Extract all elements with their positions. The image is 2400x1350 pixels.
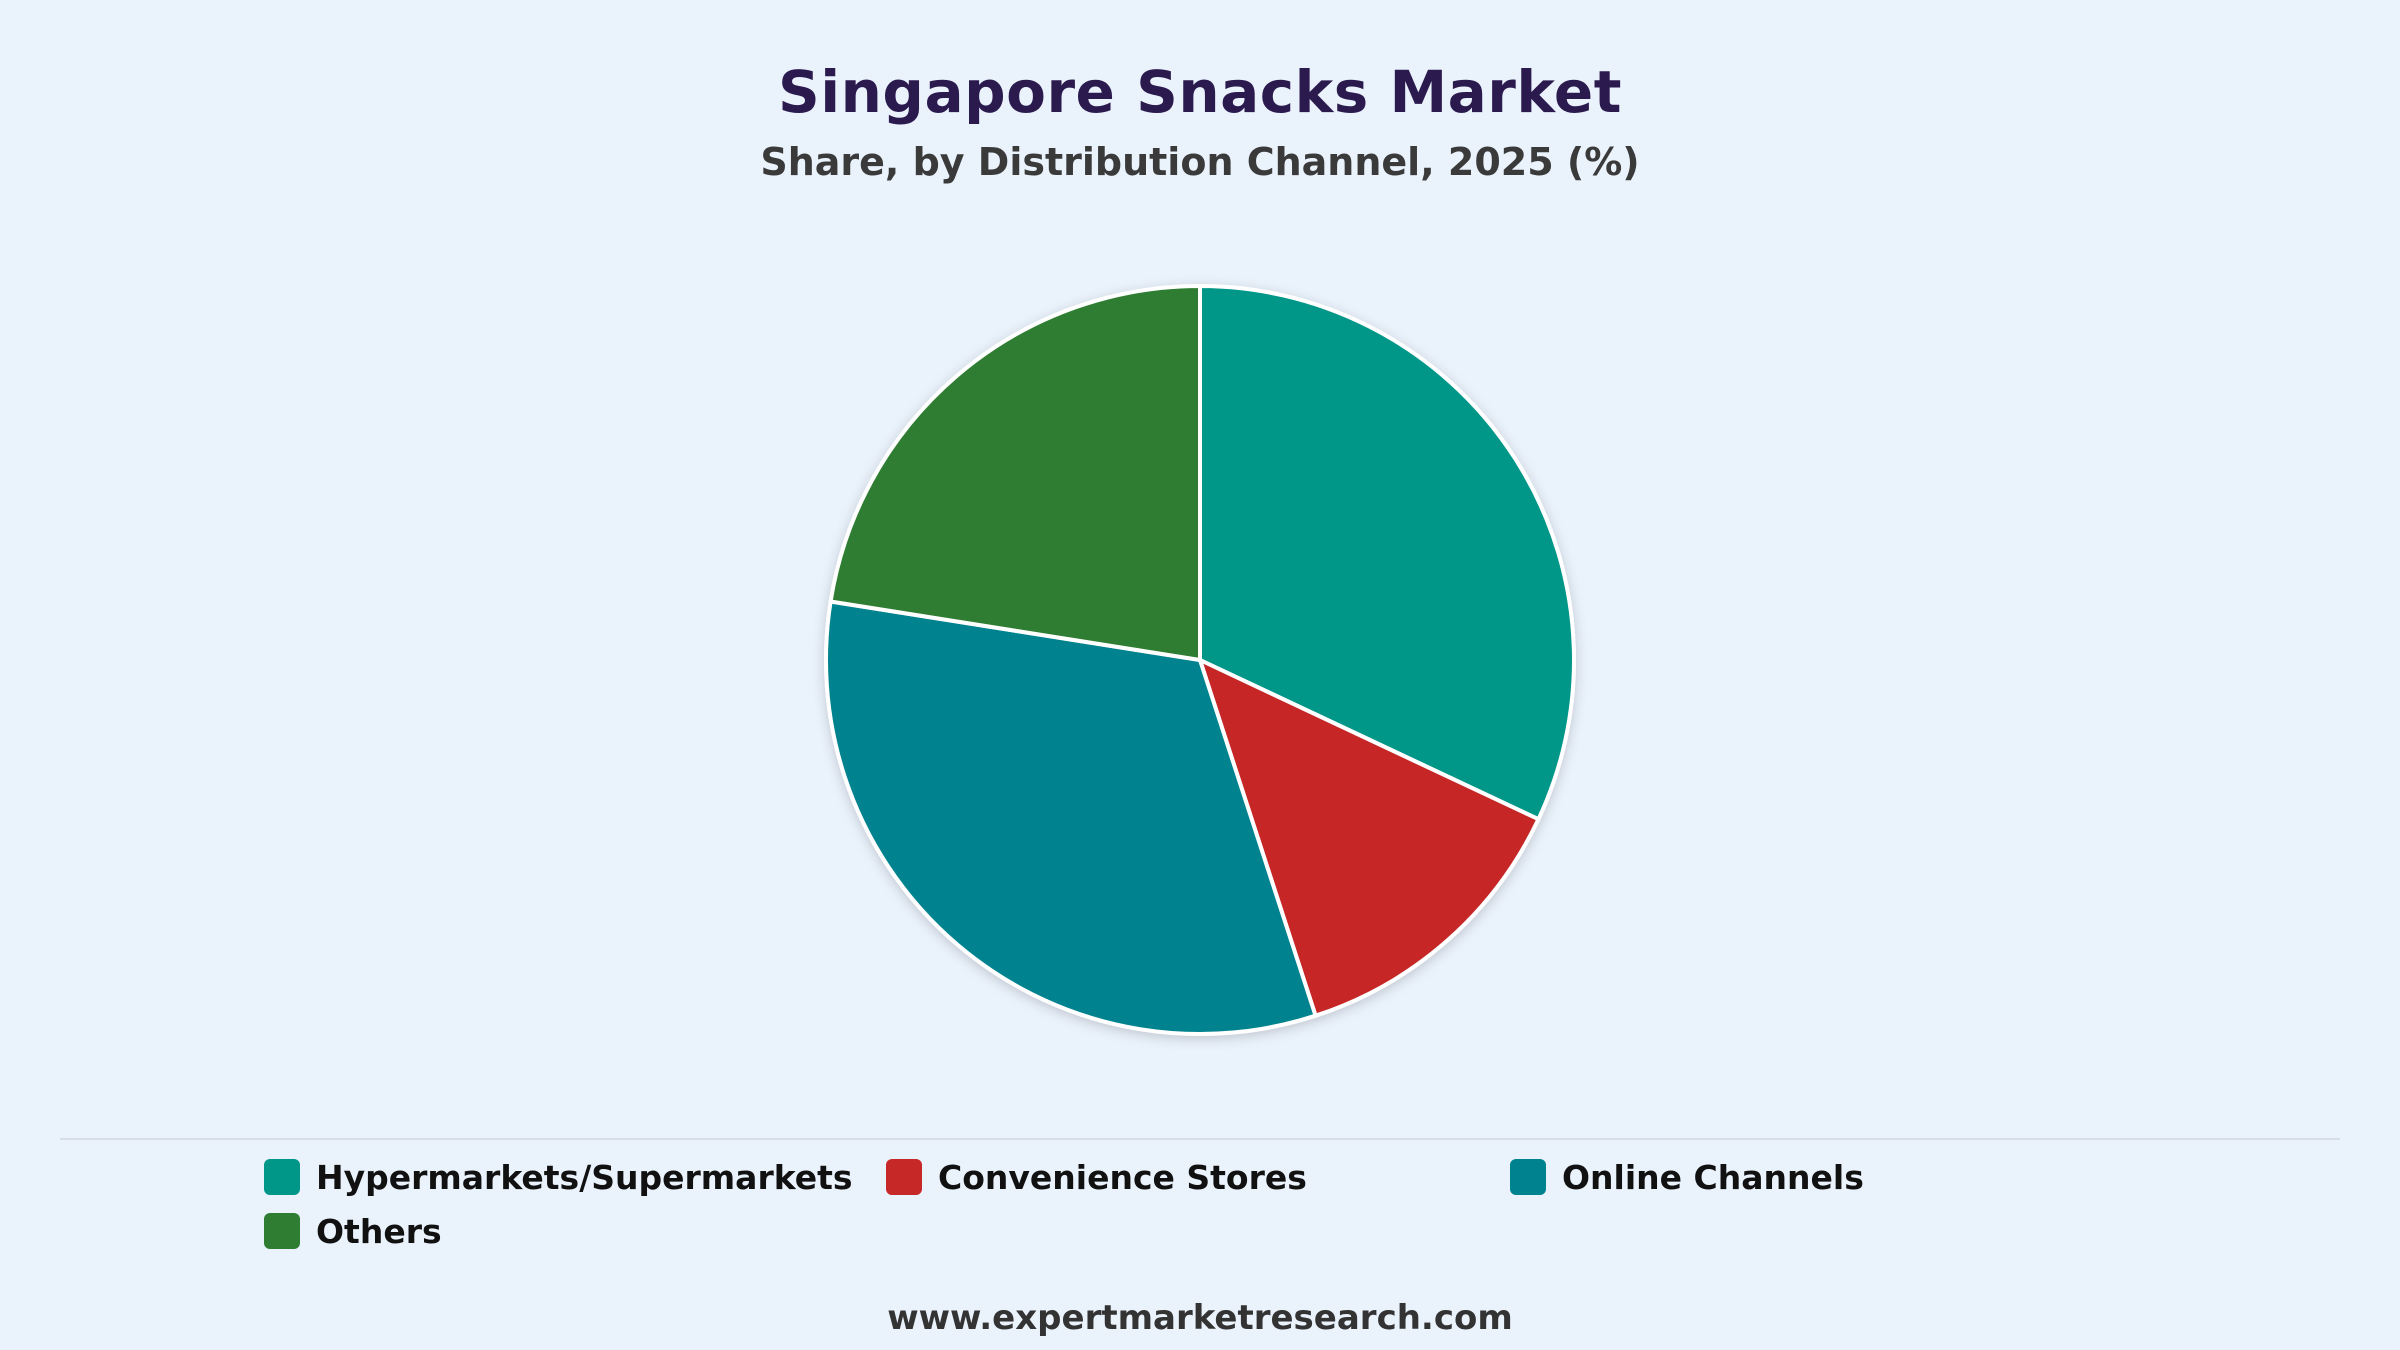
chart-legend: Hypermarkets/Supermarkets Convenience St…	[264, 1155, 2164, 1265]
legend-label: Hypermarkets/Supermarkets	[316, 1157, 853, 1197]
legend-item-convenience-stores[interactable]: Convenience Stores	[886, 1155, 1307, 1199]
pie-slice-online-channels[interactable]	[824, 599, 1318, 1036]
pie-slice-convenience-stores[interactable]	[1198, 658, 1541, 1018]
legend-item-others[interactable]: Others	[264, 1209, 442, 1253]
legend-label: Online Channels	[1562, 1157, 1864, 1197]
chart-title: Singapore Snacks Market	[777, 58, 1622, 126]
source-footer: www.expertmarketresearch.com	[887, 1298, 1513, 1338]
legend-label: Convenience Stores	[938, 1157, 1307, 1197]
chart-subtitle: Share, by Distribution Channel, 2025 (%)	[760, 140, 1640, 184]
legend-item-online-channels[interactable]: Online Channels	[1510, 1155, 1864, 1199]
legend-swatch-hypermarkets-supermarkets	[264, 1159, 300, 1195]
legend-swatch-online-channels	[1510, 1159, 1546, 1195]
pie-slice-others[interactable]	[828, 284, 1202, 662]
legend-divider	[60, 1138, 2340, 1140]
legend-swatch-convenience-stores	[886, 1159, 922, 1195]
pie-chart	[824, 284, 1576, 1036]
pie-slice-hypermarkets-supermarkets[interactable]	[1198, 284, 1576, 822]
legend-item-hypermarkets-supermarkets[interactable]: Hypermarkets/Supermarkets	[264, 1155, 853, 1199]
legend-label: Others	[316, 1211, 442, 1251]
legend-swatch-others	[264, 1213, 300, 1249]
